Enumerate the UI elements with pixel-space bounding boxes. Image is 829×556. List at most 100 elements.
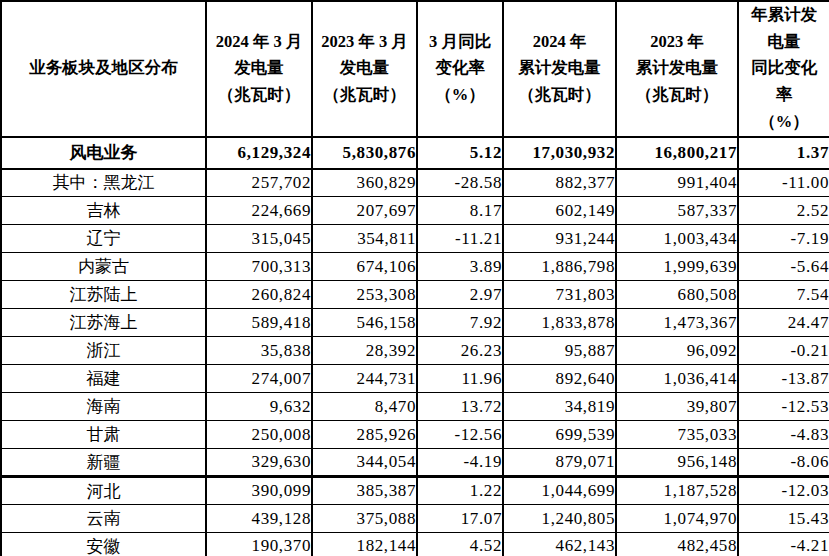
region-label: 河北 [1, 477, 206, 505]
cell-value: 1.37 [738, 137, 829, 169]
cell-value: 3.89 [417, 253, 503, 281]
cell-value: 931,244 [503, 225, 616, 253]
cell-value: 546,158 [312, 309, 417, 337]
cell-value: 9,632 [206, 393, 312, 421]
cell-value: 1,003,434 [616, 225, 738, 253]
cell-value: -12.53 [738, 393, 829, 421]
cell-value: 5.12 [417, 137, 503, 169]
table-row-zhejiang: 浙江 35,838 28,392 26.23 95,887 96,092 -0.… [1, 337, 829, 365]
cell-value: 8,470 [312, 393, 417, 421]
region-label: 海南 [1, 393, 206, 421]
table-row-heilongjiang: 其中：黑龙江 257,702 360,829 -28.58 882,377 99… [1, 169, 829, 197]
cell-value: 8.17 [417, 197, 503, 225]
column-header-2024-cumulative-generation: 2024 年 累计发电量 （兆瓦时） [503, 1, 616, 137]
cell-value: 385,387 [312, 477, 417, 505]
cell-value: 285,926 [312, 421, 417, 449]
column-header-march-yoy-change: 3 月同比 变化率 （%） [417, 1, 503, 137]
cell-value: -28.58 [417, 169, 503, 197]
cell-value: 1,833,878 [503, 309, 616, 337]
cell-value: 190,370 [206, 533, 312, 556]
cell-value: 182,144 [312, 533, 417, 556]
cell-value: 96,092 [616, 337, 738, 365]
cell-value: -11.21 [417, 225, 503, 253]
cell-value: 16,800,217 [616, 137, 738, 169]
column-header-segment-region: 业务板块及地区分布 [1, 1, 206, 137]
cell-value: 6,129,324 [206, 137, 312, 169]
cell-value: 7.92 [417, 309, 503, 337]
table-row-yunnan: 云南 439,128 375,088 17.07 1,240,805 1,074… [1, 505, 829, 533]
cell-value: 13.72 [417, 393, 503, 421]
cell-value: 589,418 [206, 309, 312, 337]
cell-value: -5.64 [738, 253, 829, 281]
cell-value: 17,030,932 [503, 137, 616, 169]
cell-value: 956,148 [616, 449, 738, 477]
table-row-gansu: 甘肃 250,008 285,926 -12.56 699,539 735,03… [1, 421, 829, 449]
cell-value: -4.21 [738, 533, 829, 556]
cell-value: 602,149 [503, 197, 616, 225]
cell-value: 462,143 [503, 533, 616, 556]
cell-value: -11.00 [738, 169, 829, 197]
cell-value: 1,044,699 [503, 477, 616, 505]
cell-value: 244,731 [312, 365, 417, 393]
region-label: 云南 [1, 505, 206, 533]
cell-value: 731,803 [503, 281, 616, 309]
cell-value: 1,240,805 [503, 505, 616, 533]
cell-value: 879,071 [503, 449, 616, 477]
cell-value: 482,458 [616, 533, 738, 556]
cell-value: -4.19 [417, 449, 503, 477]
cell-value: 735,033 [616, 421, 738, 449]
region-label: 内蒙古 [1, 253, 206, 281]
cell-value: 5,830,876 [312, 137, 417, 169]
header-row: 业务板块及地区分布 2024 年 3 月 发电量 （兆瓦时） 2023 年 3 … [1, 1, 829, 137]
region-label: 甘肃 [1, 421, 206, 449]
cell-value: 224,669 [206, 197, 312, 225]
cell-value: 587,337 [616, 197, 738, 225]
table-row-hebei: 河北 390,099 385,387 1.22 1,044,699 1,187,… [1, 477, 829, 505]
cell-value: 674,106 [312, 253, 417, 281]
cell-value: 991,404 [616, 169, 738, 197]
cell-value: 34,819 [503, 393, 616, 421]
cell-value: 344,054 [312, 449, 417, 477]
table-row-neimenggu: 内蒙古 700,313 674,106 3.89 1,886,798 1,999… [1, 253, 829, 281]
cell-value: -12.56 [417, 421, 503, 449]
cell-value: 1,074,970 [616, 505, 738, 533]
cell-value: 24.47 [738, 309, 829, 337]
cell-value: 39,807 [616, 393, 738, 421]
region-label: 辽宁 [1, 225, 206, 253]
cell-value: 1,999,639 [616, 253, 738, 281]
cell-value: 439,128 [206, 505, 312, 533]
segment-label: 风电业务 [1, 137, 206, 169]
power-generation-table: 业务板块及地区分布 2024 年 3 月 发电量 （兆瓦时） 2023 年 3 … [0, 0, 829, 556]
cell-value: 329,630 [206, 449, 312, 477]
table-row-xinjiang: 新疆 329,630 344,054 -4.19 879,071 956,148… [1, 449, 829, 477]
table-row-hainan: 海南 9,632 8,470 13.72 34,819 39,807 -12.5… [1, 393, 829, 421]
cell-value: -0.21 [738, 337, 829, 365]
cell-value: -12.03 [738, 477, 829, 505]
cell-value: 1,187,528 [616, 477, 738, 505]
cell-value: 274,007 [206, 365, 312, 393]
table-row-anhui: 安徽 190,370 182,144 4.52 462,143 482,458 … [1, 533, 829, 556]
cell-value: 315,045 [206, 225, 312, 253]
cell-value: 882,377 [503, 169, 616, 197]
column-header-2023-cumulative-generation: 2023 年 累计发电量 （兆瓦时） [616, 1, 738, 137]
region-label: 浙江 [1, 337, 206, 365]
cell-value: 253,308 [312, 281, 417, 309]
cell-value: 257,702 [206, 169, 312, 197]
region-label: 其中：黑龙江 [1, 169, 206, 197]
region-label: 安徽 [1, 533, 206, 556]
cell-value: 95,887 [503, 337, 616, 365]
cell-value: 260,824 [206, 281, 312, 309]
column-header-cumulative-yoy-change: 年累计发 电量 同比变化 率 （%） [738, 1, 829, 137]
cell-value: 2.52 [738, 197, 829, 225]
cell-value: 360,829 [312, 169, 417, 197]
cell-value: 28,392 [312, 337, 417, 365]
cell-value: 11.96 [417, 365, 503, 393]
region-label: 江苏海上 [1, 309, 206, 337]
cell-value: 375,088 [312, 505, 417, 533]
cell-value: 15.43 [738, 505, 829, 533]
cell-value: 17.07 [417, 505, 503, 533]
table-row-jilin: 吉林 224,669 207,697 8.17 602,149 587,337 … [1, 197, 829, 225]
cell-value: 680,508 [616, 281, 738, 309]
cell-value: 892,640 [503, 365, 616, 393]
table-row-fujian: 福建 274,007 244,731 11.96 892,640 1,036,4… [1, 365, 829, 393]
